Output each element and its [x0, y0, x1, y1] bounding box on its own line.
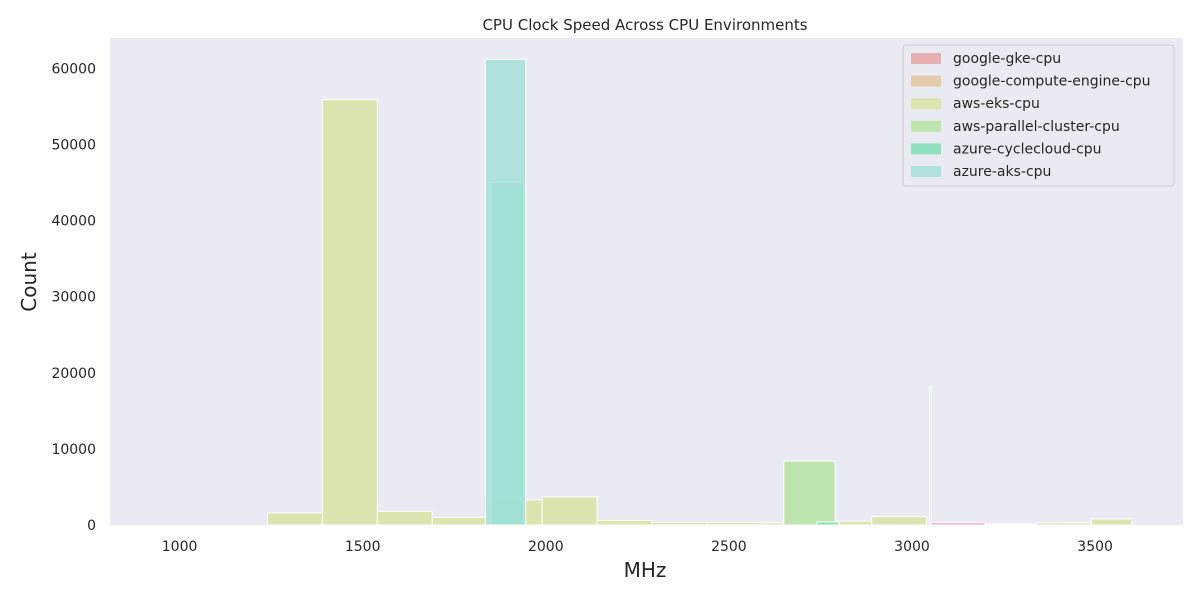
legend-swatch-aws-eks-cpu [911, 98, 941, 110]
bar-aws-eks-cpu-2 [376, 510, 433, 526]
legend-frame [902, 44, 1175, 187]
legend-label-aws-parallel-cluster-cpu: aws-parallel-cluster-cpu [953, 119, 1120, 135]
bar-aws-eks-cpu-6 [596, 519, 653, 526]
x-tick-label: 2500 [711, 539, 747, 555]
bar-aws-eks-cpu-3 [431, 516, 488, 526]
x-tick-label: 2000 [528, 539, 564, 555]
y-tick-label: 10000 [51, 442, 96, 458]
bar-aws-parallel-cluster-cpu-0 [783, 460, 836, 526]
bar-aws-eks-cpu-0 [266, 512, 323, 526]
y-tick-label: 30000 [51, 290, 96, 306]
legend-swatch-azure-aks-cpu [911, 166, 941, 177]
bar-aws-eks-cpu-11 [871, 516, 928, 526]
bar-aws-eks-cpu-13 [1090, 518, 1133, 526]
legend-label-azure-aks-cpu: azure-aks-cpu [953, 164, 1051, 180]
legend-label-google-gke-cpu: google-gke-cpu [953, 51, 1061, 67]
y-tick-label: 50000 [51, 138, 96, 154]
legend-swatch-azure-cyclecloud-cpu [911, 143, 941, 155]
y-tick-label: 20000 [51, 366, 96, 382]
y-tick-labels: 0 10000 20000 30000 40000 50000 60000 [51, 61, 96, 534]
y-axis-label: Count [17, 252, 41, 312]
legend-swatch-google-gke-cpu [911, 53, 941, 64]
bar-azure-aks-cpu-1 [929, 386, 932, 526]
bar-aws-eks-cpu-8 [706, 521, 763, 526]
x-tick-labels: 1000 1500 2000 2500 3000 3500 [162, 539, 1113, 555]
x-axis-label: MHz [624, 558, 667, 582]
y-tick-label: 40000 [51, 214, 96, 230]
legend-swatch-aws-parallel-cluster-cpu [911, 120, 941, 132]
legend-label-aws-eks-cpu: aws-eks-cpu [953, 96, 1040, 112]
legend-swatch-google-compute-engine-cpu [911, 75, 941, 87]
y-tick-label: 0 [87, 518, 96, 534]
bar-azure-aks-cpu-0 [484, 58, 527, 526]
legend-label-google-compute-engine-cpu: google-compute-engine-cpu [953, 74, 1151, 90]
x-tick-label: 1500 [345, 539, 381, 555]
x-tick-label: 1000 [162, 539, 198, 555]
x-tick-label: 3500 [1077, 539, 1113, 555]
bar-aws-eks-cpu-1 [321, 99, 378, 526]
bar-aws-eks-cpu-5 [541, 496, 598, 526]
legend: google-gke-cpu google-compute-engine-cpu a… [902, 44, 1175, 187]
y-tick-label: 60000 [51, 61, 96, 77]
x-tick-label: 3000 [894, 539, 930, 555]
legend-label-azure-cyclecloud-cpu: azure-cyclecloud-cpu [953, 141, 1102, 157]
bar-google-gke-cpu-0 [929, 522, 986, 526]
bar-azure-cyclecloud-cpu-1 [816, 521, 840, 526]
chart-title: CPU Clock Speed Across CPU Environments [482, 16, 807, 34]
bars-layer [266, 58, 1133, 526]
bar-aws-eks-cpu-7 [651, 521, 708, 526]
bar-aws-eks-cpu-12 [1036, 522, 1092, 526]
